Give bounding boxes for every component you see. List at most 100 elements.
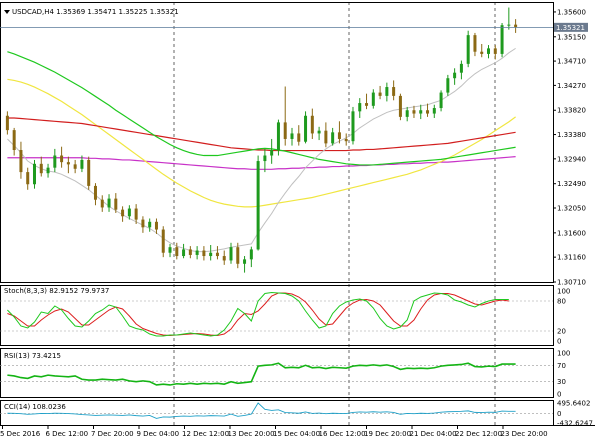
time-axis-label: 12 Dec 12:00 — [182, 430, 229, 438]
candle-body — [73, 164, 77, 169]
candle-body — [12, 130, 16, 151]
rsi-line — [7, 362, 516, 386]
price-tick-label: 1.35600 — [557, 8, 586, 16]
rsi-level-label: 0 — [557, 391, 561, 399]
chevron-down-icon — [4, 10, 10, 14]
candle-body — [148, 221, 152, 228]
cci-level-label: 0 — [557, 410, 561, 418]
time-axis-label: 6 Dec 12:00 — [46, 430, 89, 438]
time-axis-label: 19 Dec 20:00 — [364, 430, 411, 438]
rsi-level-label: 30 — [557, 378, 566, 386]
stoch-main-line — [7, 291, 509, 337]
time-axis-label: 7 Dec 20:00 — [91, 430, 134, 438]
candle-body — [19, 150, 23, 173]
ohlc-values: 1.35369 1.35471 1.35225 1.35321 — [56, 8, 179, 16]
candle-body — [405, 110, 409, 117]
panel-frame-2 — [0, 285, 554, 346]
candle-body — [344, 138, 348, 142]
panel-frame-3 — [0, 348, 554, 398]
price-tick-label: 1.32050 — [557, 204, 586, 212]
rsi-level-label: 70 — [557, 362, 566, 370]
stoch-level-label: 0 — [557, 338, 561, 346]
ma-magenta-line — [7, 156, 516, 170]
candle-body — [141, 219, 145, 228]
candle-body — [500, 25, 504, 54]
time-axis-label: 5 Dec 2016 — [0, 430, 41, 438]
candle-body — [480, 51, 484, 54]
candle-body — [195, 250, 199, 255]
candle-body — [222, 256, 226, 261]
cci-line — [7, 402, 516, 419]
candle-body — [229, 247, 233, 261]
candle-body — [270, 150, 274, 156]
candle-body — [256, 161, 260, 250]
candle-body — [182, 249, 186, 257]
stoch-level-label: 80 — [557, 298, 566, 306]
candle-body — [60, 155, 64, 163]
cci-label: CCI(14) 108.0236 — [4, 403, 66, 411]
candle-body — [304, 115, 308, 142]
candle-body — [392, 87, 396, 96]
candle-body — [202, 250, 206, 257]
candle-body — [439, 92, 443, 109]
stoch-level-label: 20 — [557, 328, 566, 336]
candle-body — [446, 78, 450, 93]
candle-body — [365, 103, 369, 106]
candle-body — [487, 48, 491, 54]
candle-body — [127, 208, 131, 217]
candle-body — [39, 163, 43, 174]
time-axis-label: 22 Dec 12:00 — [455, 430, 502, 438]
price-tick-label: 1.32490 — [557, 180, 586, 188]
candle-body — [236, 247, 240, 264]
candle-body — [297, 133, 301, 142]
candle-body — [121, 209, 125, 217]
candle-body — [93, 185, 97, 200]
candle-body — [371, 92, 375, 106]
candle-body — [107, 198, 111, 208]
candle-body — [459, 63, 463, 73]
price-tick-label: 1.32940 — [557, 155, 586, 163]
candle-body — [337, 132, 341, 139]
candle-body — [215, 252, 219, 257]
price-tick-label: 1.30710 — [557, 279, 586, 287]
ma-yellow-line — [7, 78, 516, 208]
candle-body — [310, 115, 314, 134]
time-axis-label: 21 Dec 04:00 — [410, 430, 457, 438]
rsi-level-label: 100 — [557, 350, 570, 358]
candle-body — [66, 162, 70, 165]
time-axis-label: 9 Dec 04:00 — [137, 430, 180, 438]
candle-body — [466, 35, 470, 64]
candle-body — [114, 198, 118, 210]
candle-body — [249, 249, 253, 260]
time-axis-label: 15 Dec 04:00 — [273, 430, 320, 438]
time-axis-label: 16 Dec 12:00 — [319, 430, 366, 438]
candle-body — [175, 247, 179, 257]
panel-frame-4 — [0, 400, 554, 426]
price-tick-label: 1.31160 — [557, 254, 586, 262]
price-tick-label: 1.34710 — [557, 58, 586, 66]
candle-body — [154, 221, 158, 230]
candle-body — [514, 24, 518, 28]
candle-body — [473, 35, 477, 52]
price-tick-label: 1.34270 — [557, 82, 586, 90]
candle-body — [243, 259, 247, 264]
candle-body — [358, 103, 362, 112]
candle-body — [134, 208, 138, 220]
candle-body — [53, 155, 57, 168]
candle-body — [317, 130, 321, 134]
cci-level-label: -432.6247 — [557, 420, 593, 428]
candle-body — [46, 167, 50, 174]
current-price-badge — [554, 22, 588, 32]
rsi-label: RSI(13) 73.4215 — [4, 352, 61, 360]
stoch-label: Stoch(8,3,3) 82.9152 79.9737 — [4, 287, 110, 295]
time-axis-label: 13 Dec 20:00 — [228, 430, 275, 438]
ma-green-line — [7, 51, 516, 166]
candle-body — [493, 48, 497, 54]
stoch-level-label: 100 — [557, 288, 570, 296]
ma-fast-line — [7, 47, 516, 253]
candle-body — [5, 115, 9, 131]
time-axis-label: 23 Dec 20:00 — [501, 430, 548, 438]
candle-body — [507, 24, 511, 26]
